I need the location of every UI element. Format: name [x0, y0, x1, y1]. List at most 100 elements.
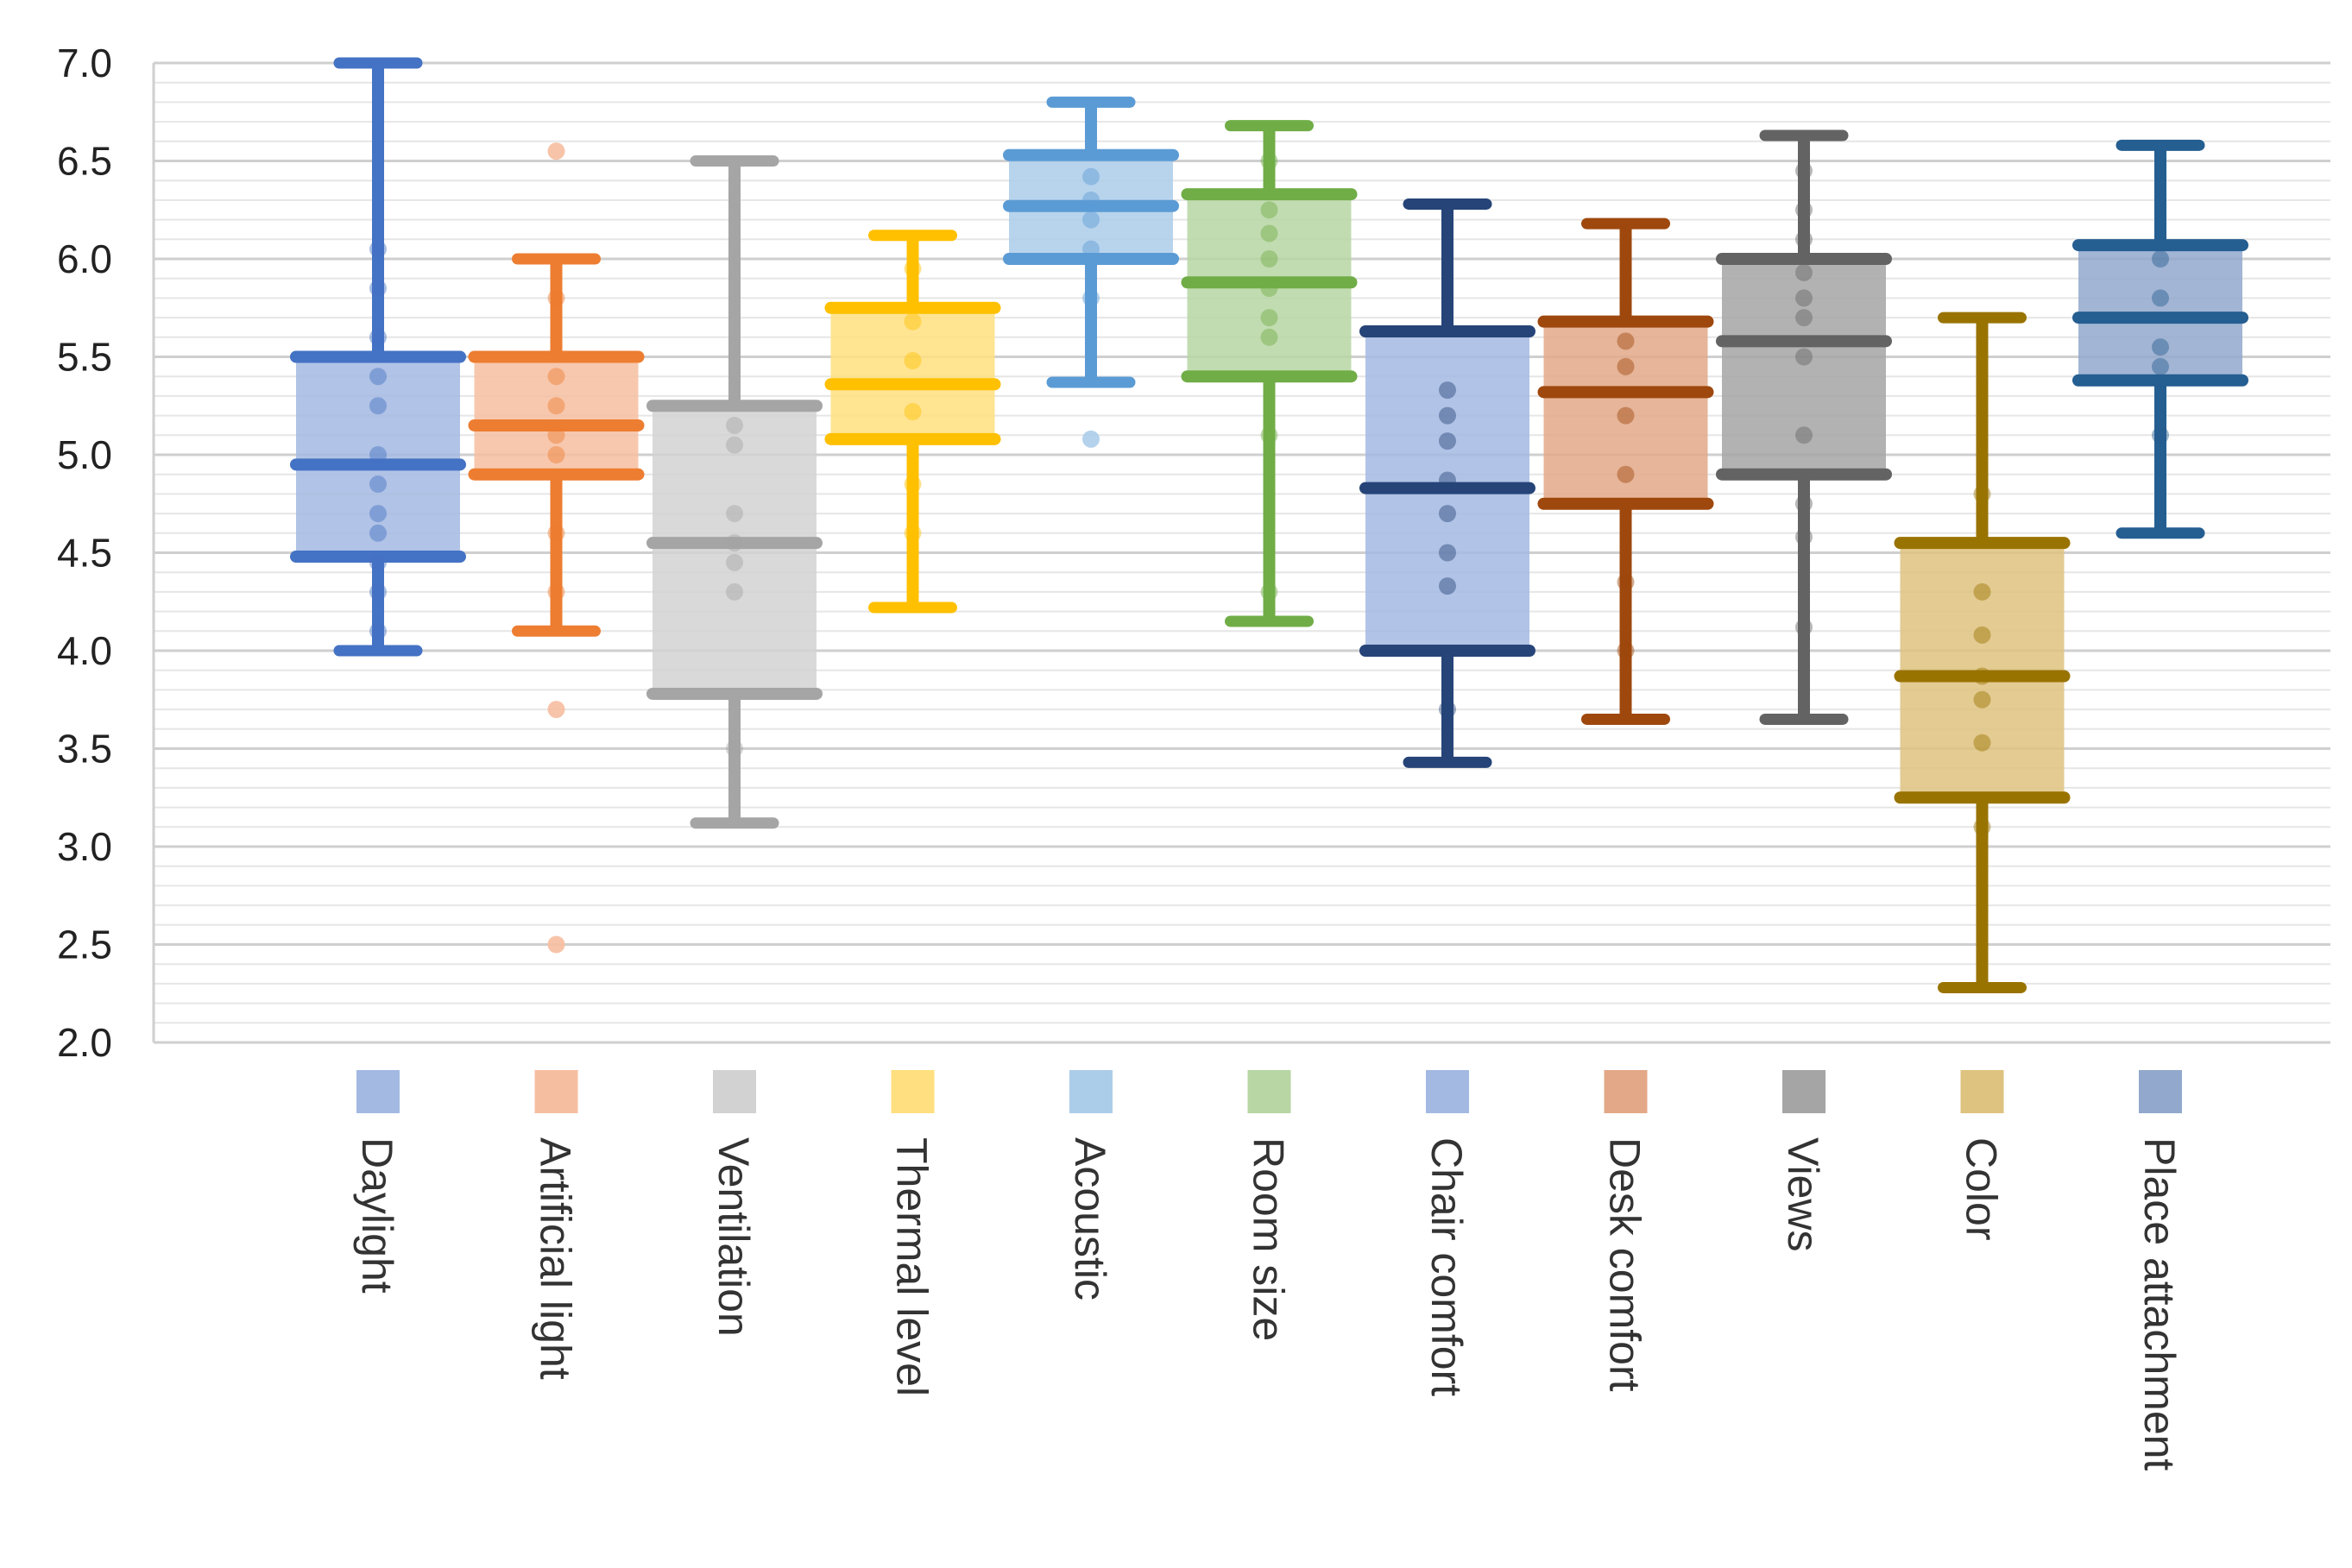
data-point: [726, 436, 743, 454]
data-point: [1260, 582, 1278, 601]
category-label: Views: [1779, 1137, 1827, 1251]
data-point: [547, 397, 565, 415]
data-point: [904, 312, 922, 331]
data-point: [726, 416, 743, 434]
box-acoustic: [1003, 96, 1179, 448]
legend-swatch: [2139, 1070, 2182, 1113]
box-body: [830, 307, 995, 439]
box-thermal-level: [824, 230, 1001, 614]
data-point: [547, 289, 565, 307]
box-series: [290, 57, 2248, 993]
data-point: [1973, 626, 1991, 644]
y-axis: 2.0 2.5 3.0 3.5 4.0 4.5 5.0 5.5 6.0 6.5 7.0: [57, 41, 2330, 1065]
data-point: [1439, 432, 1456, 450]
legend-swatch: [1604, 1070, 1648, 1113]
box-body: [1543, 321, 1708, 504]
box-body: [1722, 259, 1886, 475]
data-point: [1795, 201, 1813, 219]
legend-swatch: [713, 1070, 756, 1113]
data-point: [1617, 357, 1635, 375]
data-point: [369, 397, 387, 415]
data-point: [1260, 152, 1278, 170]
box-room-size: [1181, 120, 1358, 627]
data-point: [547, 368, 565, 386]
outlier-point: [547, 701, 565, 719]
data-point: [726, 505, 743, 523]
data-point: [369, 524, 387, 542]
data-point: [1082, 191, 1100, 209]
data-point: [904, 524, 922, 542]
data-point: [369, 240, 387, 258]
category-label: Acoustic: [1066, 1137, 1114, 1300]
data-point: [1795, 618, 1813, 636]
y-tick-label: 4.5: [57, 531, 112, 576]
category-label: Room size: [1245, 1137, 1293, 1341]
data-point: [1082, 289, 1100, 307]
data-point: [369, 553, 387, 571]
box-body: [474, 356, 639, 475]
category-label: Daylight: [353, 1137, 401, 1294]
data-point: [369, 582, 387, 601]
y-tick-label: 6.0: [57, 236, 112, 281]
data-point: [369, 280, 387, 298]
data-point: [1439, 505, 1456, 523]
data-point: [1795, 161, 1813, 179]
data-point: [1795, 289, 1813, 307]
data-point: [1260, 250, 1278, 268]
legend-swatch: [1426, 1070, 1469, 1113]
y-tick-label: 7.0: [57, 41, 112, 85]
data-point: [369, 328, 387, 346]
data-point: [547, 426, 565, 444]
data-point: [1260, 309, 1278, 327]
data-point: [1260, 426, 1278, 444]
data-point: [726, 582, 743, 601]
data-point: [1439, 381, 1456, 400]
category-label: Thermal level: [888, 1137, 936, 1396]
data-point: [904, 352, 922, 370]
data-point: [1439, 406, 1456, 425]
data-point: [904, 475, 922, 494]
y-tick-label: 3.0: [57, 824, 112, 869]
data-point: [1260, 224, 1278, 242]
data-point: [1795, 426, 1813, 444]
data-point: [1617, 465, 1635, 483]
data-point: [1439, 577, 1456, 595]
data-point: [1795, 494, 1813, 513]
category-label: Artificial light: [532, 1137, 580, 1380]
category-legend: Daylight Artificial light Ventilation Therm…: [353, 1070, 2184, 1470]
data-point: [1082, 167, 1100, 186]
outlier-point: [547, 142, 565, 161]
y-tick-label: 3.5: [57, 727, 112, 771]
box-color: [1894, 312, 2071, 993]
data-point: [1439, 471, 1456, 489]
data-point: [547, 524, 565, 542]
data-point: [1795, 230, 1813, 249]
legend-swatch: [1960, 1070, 2004, 1113]
box-artificial-light: [468, 142, 645, 954]
data-point: [1082, 240, 1100, 258]
legend-swatch: [356, 1070, 400, 1113]
y-tick-label: 4.0: [57, 628, 112, 673]
legend-swatch: [534, 1070, 578, 1113]
data-point: [547, 446, 565, 463]
data-point: [1795, 348, 1813, 366]
outlier-point: [1082, 430, 1100, 448]
category-label: Desk comfort: [1601, 1137, 1649, 1392]
data-point: [726, 553, 743, 571]
y-tick-label: 2.0: [57, 1020, 112, 1065]
legend-swatch: [1069, 1070, 1113, 1113]
box-views: [1716, 129, 1892, 725]
data-point: [2152, 338, 2169, 356]
data-point: [369, 475, 387, 494]
data-point: [904, 260, 922, 278]
data-point: [1795, 309, 1813, 327]
box-desk-comfort: [1537, 217, 1714, 725]
data-point: [2152, 289, 2169, 307]
data-point: [369, 505, 387, 523]
data-point: [1795, 263, 1813, 281]
data-point: [1082, 211, 1100, 229]
y-tick-label: 5.0: [57, 432, 112, 477]
box-chair-comfort: [1359, 198, 1535, 768]
category-label: Ventilation: [709, 1137, 758, 1337]
